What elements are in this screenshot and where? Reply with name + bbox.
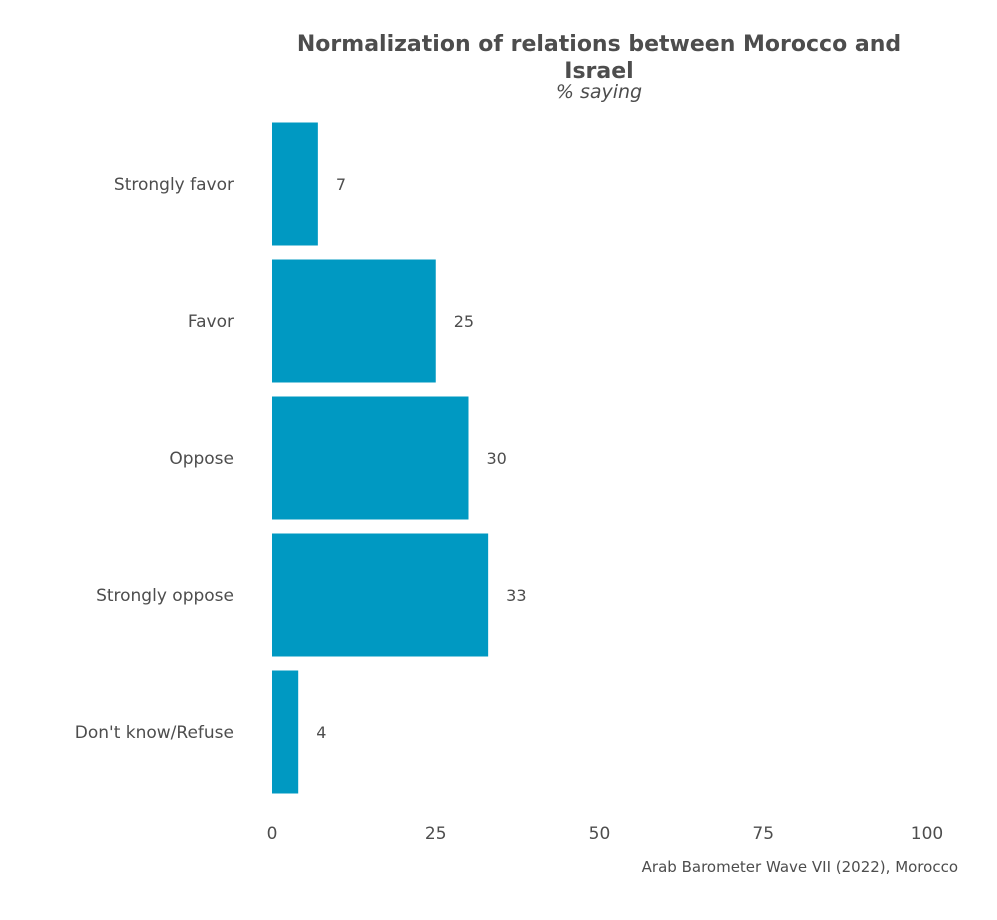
value-label: 4 bbox=[316, 723, 326, 742]
x-tick-label: 50 bbox=[589, 824, 611, 844]
category-label: Oppose bbox=[169, 449, 234, 469]
chart-subtitle: % saying bbox=[556, 81, 642, 103]
bar bbox=[272, 670, 299, 794]
x-axis-ticks-group: 0 25 50 75 100 bbox=[267, 824, 944, 844]
value-label: 30 bbox=[487, 449, 507, 468]
bar bbox=[272, 533, 489, 657]
category-label: Strongly oppose bbox=[96, 586, 234, 606]
category-label: Don't know/Refuse bbox=[75, 723, 234, 743]
bars-group bbox=[272, 122, 489, 794]
x-tick-label: 25 bbox=[425, 824, 447, 844]
chart-title-line-1: Normalization of relations between Moroc… bbox=[297, 32, 901, 57]
x-tick-label: 100 bbox=[911, 824, 943, 844]
x-tick-label: 0 bbox=[267, 824, 278, 844]
value-label: 7 bbox=[336, 175, 346, 194]
category-label: Strongly favor bbox=[114, 175, 234, 195]
chart-caption: Arab Barometer Wave VII (2022), Morocco bbox=[642, 858, 958, 876]
bar bbox=[272, 396, 469, 520]
value-labels-group: 7 25 30 33 4 bbox=[316, 175, 526, 742]
bar bbox=[272, 122, 318, 246]
bar bbox=[272, 259, 436, 383]
value-label: 25 bbox=[454, 312, 474, 331]
category-label: Favor bbox=[188, 312, 234, 332]
chart-title-line-2: Israel bbox=[564, 59, 633, 84]
value-label: 33 bbox=[506, 586, 526, 605]
category-labels-group: Strongly favor Favor Oppose Strongly oppose… bbox=[75, 175, 234, 743]
x-tick-label: 75 bbox=[752, 824, 774, 844]
